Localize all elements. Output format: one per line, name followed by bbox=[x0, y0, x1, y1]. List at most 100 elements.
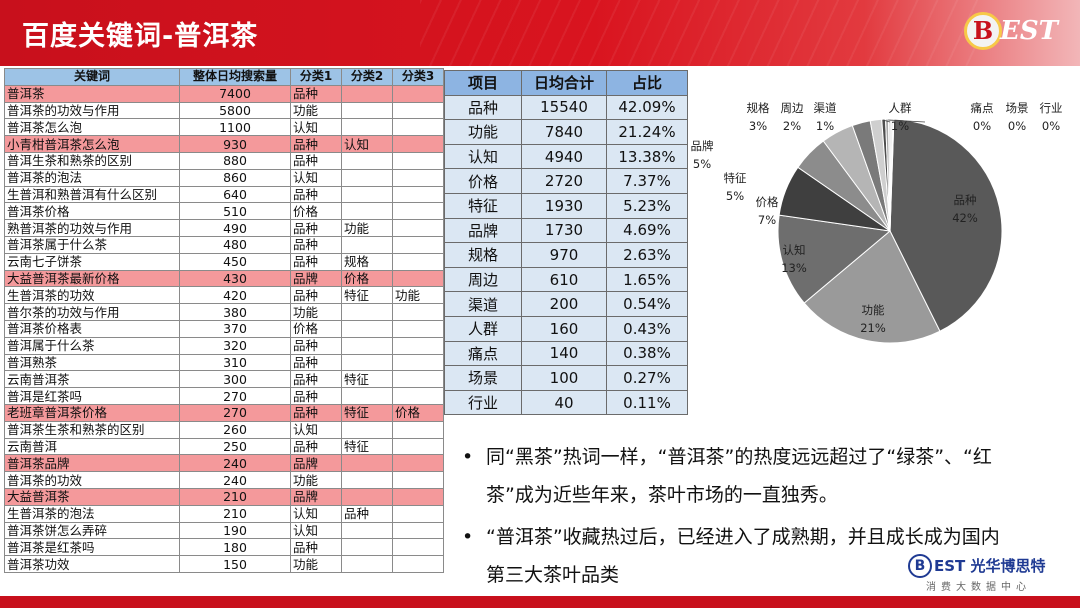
share-cell: 7.37% bbox=[606, 168, 688, 194]
pie-slice bbox=[889, 118, 1003, 332]
table-row: 云南普洱茶 300 品种 特征 bbox=[4, 370, 444, 389]
keyword-cell: 普洱生茶和熟茶的区别 bbox=[4, 151, 180, 170]
volume-cell: 310 bbox=[179, 353, 291, 372]
cat3-cell bbox=[392, 471, 444, 489]
item-cell: 人群 bbox=[444, 315, 522, 342]
cat2-cell bbox=[341, 387, 393, 405]
pie-leader-line bbox=[882, 119, 891, 123]
page-title: 百度关键词-普洱茶 bbox=[22, 21, 259, 52]
summary-table-header: 项目 日均合计 占比 bbox=[444, 70, 688, 96]
cat1-cell: 认知 bbox=[290, 521, 342, 540]
cat3-cell: 价格 bbox=[392, 403, 444, 422]
table-row: 普洱茶功效 150 功能 bbox=[4, 555, 444, 573]
table-row: 普尔茶的功效与作用 380 功能 bbox=[4, 303, 444, 321]
item-cell: 场景 bbox=[444, 365, 522, 391]
volume-cell: 250 bbox=[179, 437, 291, 456]
volume-cell: 880 bbox=[179, 151, 291, 170]
cat1-cell: 价格 bbox=[290, 319, 342, 338]
daily-total-cell: 4940 bbox=[521, 143, 607, 170]
pie-slice bbox=[889, 118, 895, 232]
share-cell: 0.54% bbox=[606, 291, 688, 317]
volume-cell: 640 bbox=[179, 185, 291, 204]
cat3-cell bbox=[392, 370, 444, 389]
cat2-cell: 特征 bbox=[341, 437, 393, 456]
pie-label-percent: 21% bbox=[860, 321, 886, 335]
table-row: 渠道 200 0.54% bbox=[444, 291, 688, 317]
cat1-cell: 品种 bbox=[290, 219, 342, 237]
table-row: 规格 970 2.63% bbox=[444, 242, 688, 268]
table-row: 云南普洱 250 品种 特征 bbox=[4, 437, 444, 456]
keyword-cell: 大益普洱茶 bbox=[4, 487, 180, 506]
cat2-cell bbox=[341, 118, 393, 137]
table-row: 普洱茶生茶和熟茶的区别 260 认知 bbox=[4, 420, 444, 439]
cat3-cell bbox=[392, 303, 444, 321]
item-cell: 规格 bbox=[444, 242, 522, 268]
table-row: 场景 100 0.27% bbox=[444, 365, 688, 391]
pie-slice bbox=[777, 214, 892, 304]
keyword-cell: 生普洱茶的泡法 bbox=[4, 504, 180, 523]
logo-b: B bbox=[964, 12, 1002, 50]
daily-total-cell: 160 bbox=[521, 315, 607, 342]
volume-cell: 510 bbox=[179, 202, 291, 221]
item-cell: 行业 bbox=[444, 389, 522, 416]
keyword-cell: 云南普洱茶 bbox=[4, 370, 180, 389]
volume-cell: 270 bbox=[179, 403, 291, 422]
keyword-cell: 普洱是红茶吗 bbox=[4, 387, 180, 405]
table-row: 普洱茶的泡法 860 认知 bbox=[4, 168, 444, 187]
table-row: 普洱茶的功效与作用 5800 功能 bbox=[4, 101, 444, 120]
cat3-cell bbox=[392, 84, 444, 103]
cat2-cell bbox=[341, 319, 393, 338]
footer-logo-subtitle: 消费大数据中心 bbox=[926, 582, 1031, 593]
cat3-cell bbox=[392, 420, 444, 439]
daily-total-cell: 2720 bbox=[521, 168, 607, 194]
cat2-cell bbox=[341, 303, 393, 321]
table-row: 普洱茶属于什么茶 480 品种 bbox=[4, 235, 444, 254]
volume-cell: 320 bbox=[179, 336, 291, 355]
pie-label-percent: 13% bbox=[781, 261, 807, 275]
item-cell: 品种 bbox=[444, 94, 522, 121]
cat2-cell bbox=[341, 168, 393, 187]
cat2-cell: 特征 bbox=[341, 370, 393, 389]
table-row: 痛点 140 0.38% bbox=[444, 340, 688, 367]
summary-table-body: 品种 15540 42.09% 功能 7840 21.24% 认知 4940 13.38% 价格 2… bbox=[444, 94, 688, 416]
keyword-cell: 小青柑普洱茶怎么泡 bbox=[4, 135, 180, 153]
cat3-cell bbox=[392, 487, 444, 506]
volume-cell: 210 bbox=[179, 504, 291, 523]
cat1-cell: 品种 bbox=[290, 84, 342, 103]
keyword-cell: 普洱茶的泡法 bbox=[4, 168, 180, 187]
cat2-cell bbox=[341, 336, 393, 355]
table-row: 普洱茶是红茶吗 180 品种 bbox=[4, 538, 444, 557]
cat2-cell bbox=[341, 235, 393, 254]
share-cell: 42.09% bbox=[606, 94, 688, 121]
volume-cell: 380 bbox=[179, 303, 291, 321]
table-row: 普洱是红茶吗 270 品种 bbox=[4, 387, 444, 405]
pie-label-category: 价格 bbox=[756, 195, 779, 209]
cat2-cell: 规格 bbox=[341, 252, 393, 271]
cat2-cell: 特征 bbox=[341, 403, 393, 422]
pie-label-category: 行业 bbox=[1040, 101, 1063, 115]
keyword-cell: 老班章普洱茶价格 bbox=[4, 403, 180, 422]
cat3-cell bbox=[392, 319, 444, 338]
table-row: 认知 4940 13.38% bbox=[444, 143, 688, 170]
keyword-cell: 熟普洱茶的功效与作用 bbox=[4, 219, 180, 237]
volume-cell: 420 bbox=[179, 286, 291, 305]
keyword-cell: 普尔茶的功效与作用 bbox=[4, 303, 180, 321]
col-header-cat2: 分类2 bbox=[341, 68, 393, 86]
item-cell: 特征 bbox=[444, 192, 522, 219]
pie-label-percent: 42% bbox=[952, 211, 978, 225]
table-row: 品种 15540 42.09% bbox=[444, 94, 688, 121]
volume-cell: 7400 bbox=[179, 84, 291, 103]
keyword-cell: 普洱熟茶 bbox=[4, 353, 180, 372]
cat1-cell: 认知 bbox=[290, 420, 342, 439]
share-cell: 0.11% bbox=[606, 389, 688, 416]
table-row: 老班章普洱茶价格 270 品种 特征 价格 bbox=[4, 403, 444, 422]
pie-label-percent: 2% bbox=[783, 119, 801, 133]
pie-label-category: 特征 bbox=[724, 171, 747, 185]
cat1-cell: 品牌 bbox=[290, 487, 342, 506]
keyword-cell: 普洱茶价格表 bbox=[4, 319, 180, 338]
header-decoration bbox=[420, 0, 980, 66]
col-header-share: 占比 bbox=[606, 70, 688, 96]
daily-total-cell: 140 bbox=[521, 340, 607, 367]
cat1-cell: 品种 bbox=[290, 353, 342, 372]
cat2-cell: 特征 bbox=[341, 286, 393, 305]
